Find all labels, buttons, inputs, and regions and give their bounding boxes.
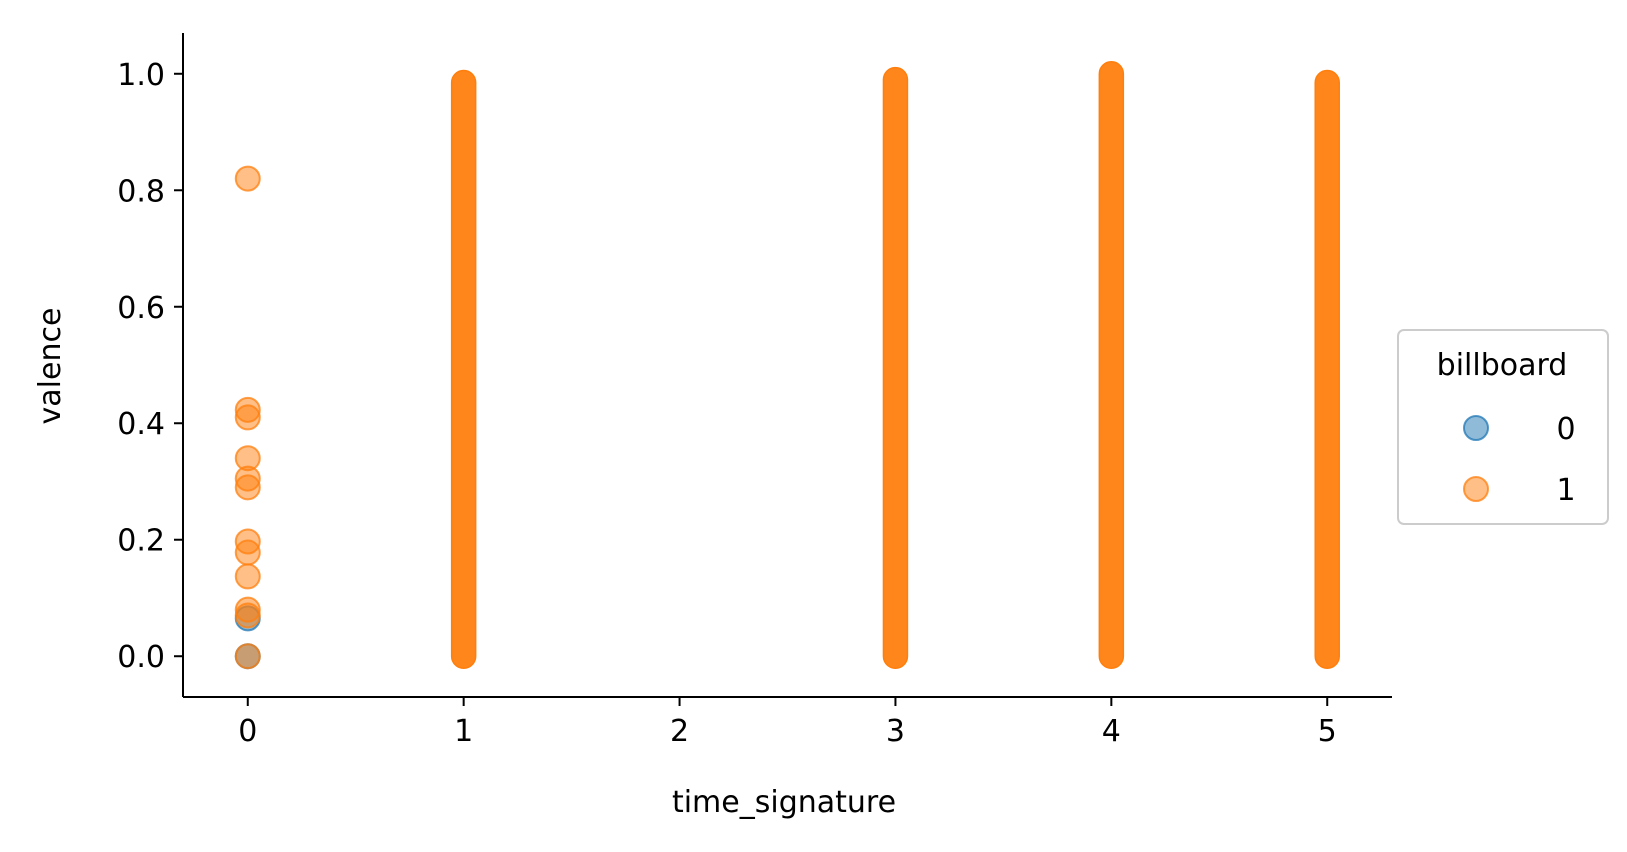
data-point bbox=[234, 563, 261, 590]
dense-point-column bbox=[450, 69, 477, 669]
y-axis: 0.0 0.2 0.4 0.6 0.8 1.0 bbox=[117, 33, 184, 697]
y-tick-label: 0.0 bbox=[117, 640, 165, 675]
dense-point-column bbox=[1314, 69, 1340, 669]
y-tick-label: 0.6 bbox=[117, 291, 165, 326]
y-tick-label: 0.8 bbox=[117, 174, 165, 209]
data-point bbox=[234, 643, 261, 670]
series-1 bbox=[234, 61, 1340, 670]
data-point bbox=[234, 596, 261, 623]
legend-title: billboard bbox=[1437, 348, 1568, 383]
data-point bbox=[234, 445, 261, 472]
dense-point-column bbox=[882, 66, 909, 669]
data-point bbox=[234, 528, 261, 555]
legend-frame bbox=[1397, 329, 1609, 525]
x-tick-label: 5 bbox=[1318, 714, 1337, 749]
x-axis: 0 1 2 3 4 5 bbox=[183, 696, 1392, 749]
x-tick-label: 1 bbox=[454, 714, 473, 749]
legend-label: 0 bbox=[1556, 412, 1575, 447]
y-tick-label: 1.0 bbox=[117, 58, 165, 93]
x-tick-label: 2 bbox=[670, 714, 689, 749]
x-tick-label: 0 bbox=[238, 714, 257, 749]
legend: billboard 0 1 bbox=[1397, 329, 1609, 525]
legend-label: 1 bbox=[1556, 473, 1575, 508]
legend-marker bbox=[1463, 476, 1489, 502]
plot-area bbox=[234, 61, 1340, 670]
data-point bbox=[234, 165, 261, 192]
data-point bbox=[234, 396, 261, 423]
x-tick-label: 3 bbox=[886, 714, 905, 749]
y-tick-label: 0.2 bbox=[117, 524, 165, 559]
x-axis-label: time_signature bbox=[672, 785, 896, 820]
x-tick-label: 4 bbox=[1102, 714, 1121, 749]
legend-marker bbox=[1463, 415, 1489, 441]
y-tick-label: 0.4 bbox=[117, 407, 165, 442]
dense-point-column bbox=[1098, 61, 1125, 669]
y-axis-label: valence bbox=[33, 308, 68, 425]
